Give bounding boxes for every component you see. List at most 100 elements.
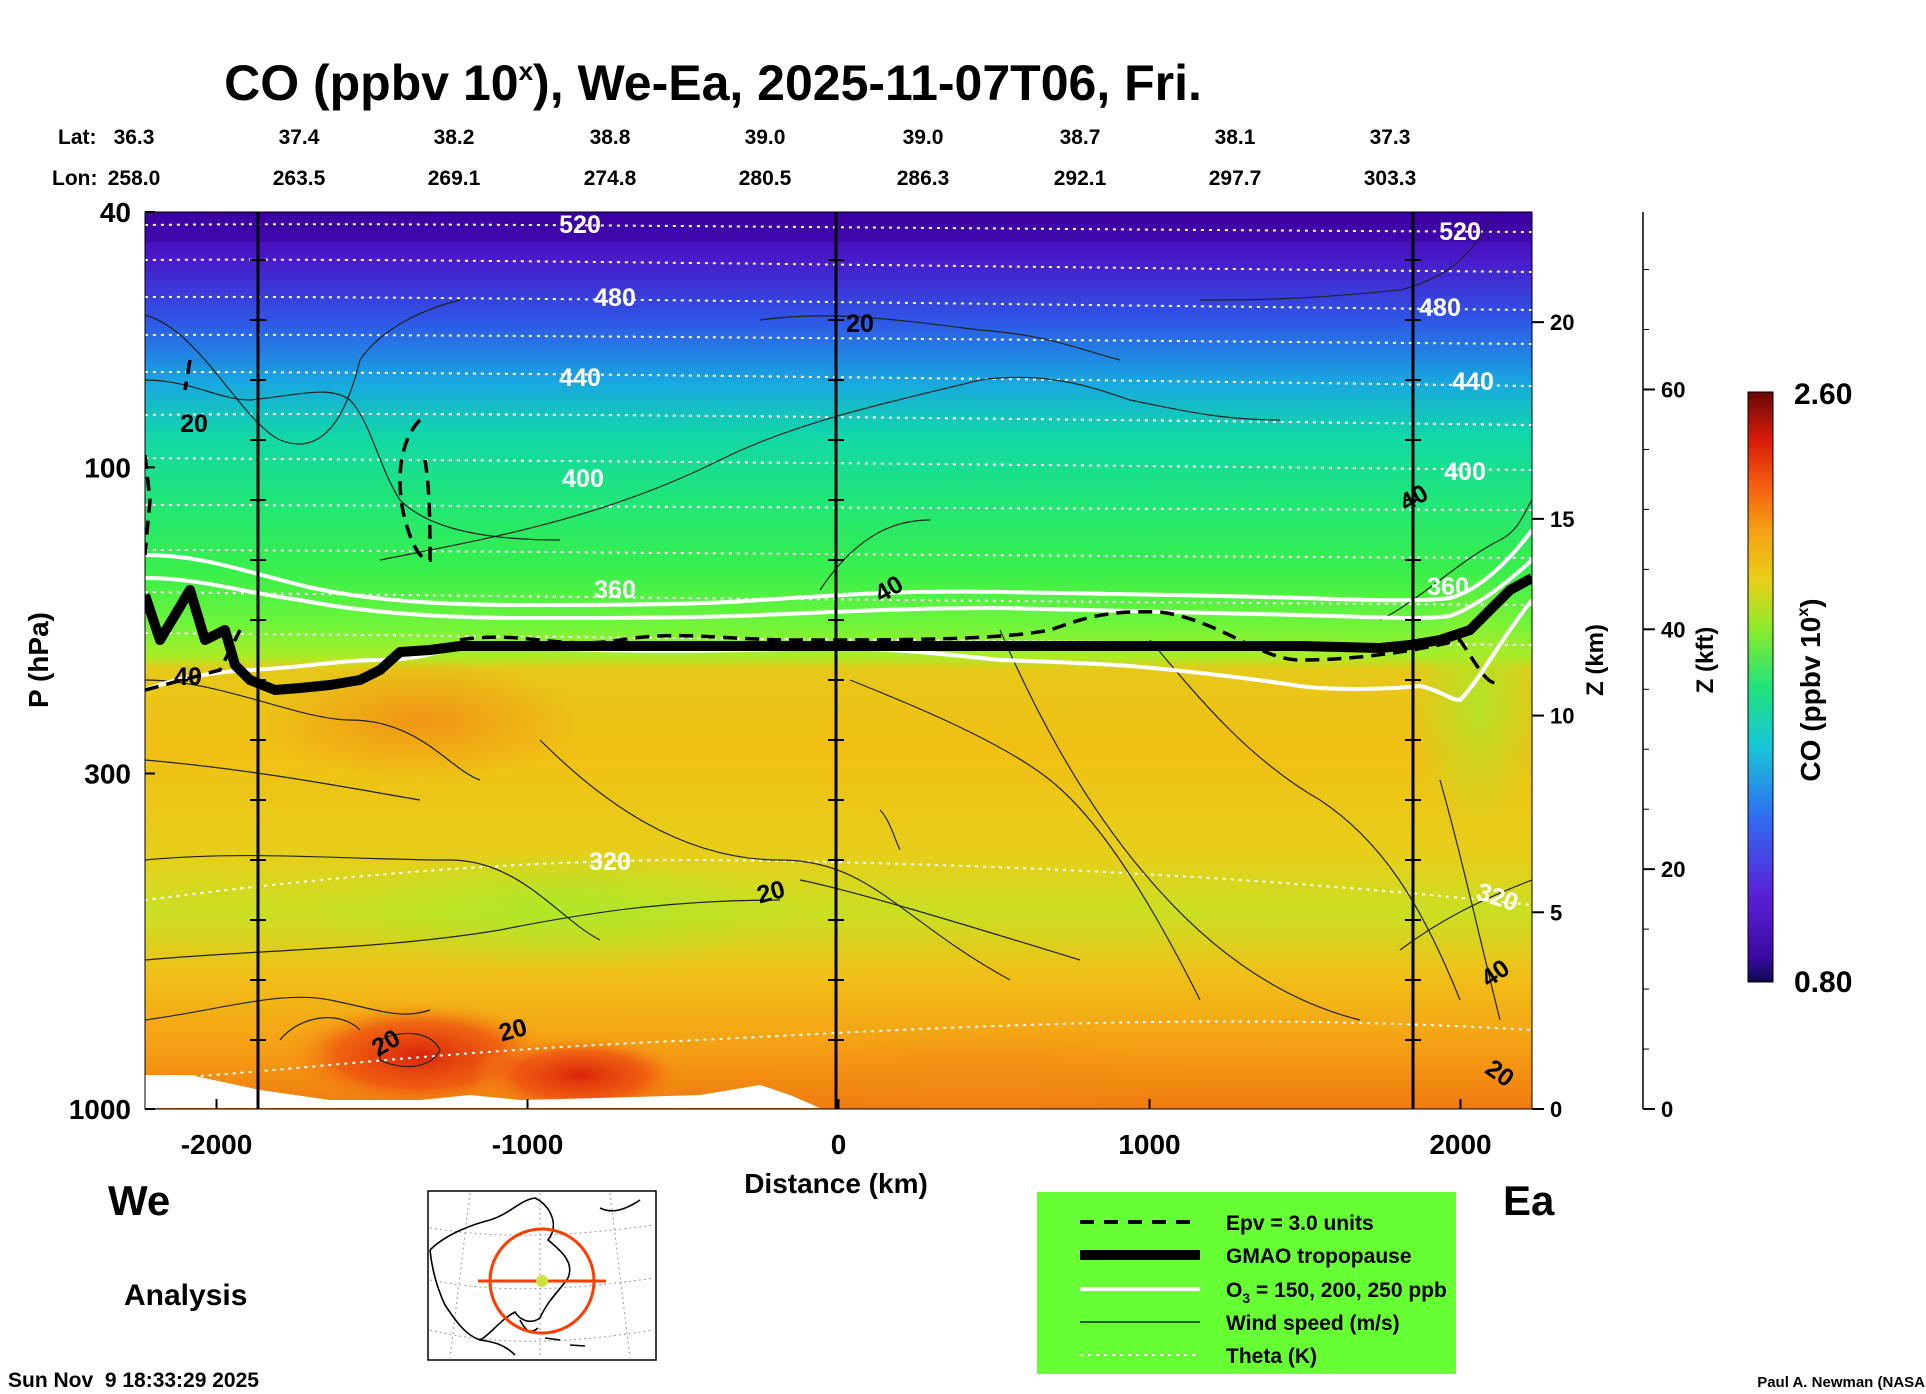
theta-label: 480 [1419,294,1461,322]
credit: Paul A. Newman (NASA [1757,1374,1925,1391]
lat-value: 39.0 [745,126,786,149]
lon-value: 303.3 [1364,167,1417,190]
lon-value: 274.8 [584,167,637,190]
colorbar: 2.60 0.80 CO (ppbv 10x) [1747,378,1852,999]
x-axis: -2000 -1000 0 1000 2000 [181,1099,1492,1160]
z-kft-tick-label: 0 [1661,1097,1673,1122]
x-axis-label: Distance (km) [744,1168,928,1199]
y-tick-label: 300 [84,758,131,789]
lon-label: Lon: [52,167,97,190]
colorbar-ramp [1747,391,1774,983]
lon-value: 286.3 [897,167,950,190]
legend-item-theta: Theta (K) [1226,1345,1317,1368]
co-hotspot-central [470,1035,690,1109]
west-label: We [108,1177,170,1224]
theta-label: 400 [562,465,604,493]
lat-value: 36.3 [114,126,155,149]
colorbar-label: CO (ppbv 10x) [1795,598,1826,781]
y-axis-label: P (hPa) [23,612,54,708]
timestamp: Sun Nov 9 18:33:29 2025 [8,1369,259,1392]
theta-label: 360 [594,576,636,604]
co-low-band [320,850,800,970]
title-main: CO (ppbv 10 [224,55,518,111]
y-tick-label: 100 [84,452,131,483]
wind-label: 20 [180,410,208,438]
legend-item-wind: Wind speed (m/s) [1226,1312,1400,1335]
x-tick-label: 1000 [1118,1129,1180,1160]
epv-contours [145,359,1502,692]
theta-label: 440 [559,364,601,392]
legend-ozone-values: = 150, 200, 250 ppb [1250,1279,1447,1302]
theta-label: 360 [1427,573,1469,601]
wind-label: 40 [174,663,202,691]
z-km-axis: 0 5 10 15 20 [1532,310,1574,1122]
gmao-tropopause-line [145,573,1532,695]
legend-item-epv: Epv = 3.0 units [1226,1212,1374,1235]
colorbar-min-label: 0.80 [1794,966,1852,999]
y-tick-label: 1000 [69,1094,131,1125]
theta-label: 520 [1439,218,1481,246]
legend-ozone-subscript: 3 [1242,1290,1250,1306]
z-km-tick-label: 20 [1550,310,1574,335]
title-superscript: x [519,56,534,86]
lat-value: 38.1 [1215,126,1256,149]
lon-value: 258.0 [108,167,161,190]
lat-value: 37.4 [279,126,320,149]
theta-contours [145,223,1532,1081]
z-kft-tick-label: 60 [1661,377,1685,402]
colorbar-label-end: ) [1795,598,1826,607]
co-low-east-edge [1410,570,1532,830]
lon-value: 280.5 [739,167,792,190]
co-warm-mid [260,660,580,780]
map-graticule [429,1192,655,1359]
terrain-mask [145,1075,820,1108]
theta-label: 400 [1444,458,1486,486]
chart-title: CO (ppbv 10x), We-Ea, 2025-11-07T06, Fri… [224,55,1202,111]
theta-label: 440 [1452,368,1494,396]
analysis-label: Analysis [124,1279,247,1312]
x-tick-label: 2000 [1429,1129,1491,1160]
z-kft-tick-label: 20 [1661,857,1685,882]
legend-ozone-symbol: O [1226,1279,1242,1302]
lat-value: 39.0 [903,126,944,149]
y-axis: 40 100 300 1000 [69,197,155,1125]
section-line-ticks [250,259,1421,1041]
theta-label: 480 [594,284,636,312]
legend-item-tropopause: GMAO tropopause [1226,1245,1412,1268]
lat-lon-values: 36.3 258.0 37.4 263.5 38.2 269.1 38.8 274.8 39.0… [108,126,1417,190]
z-km-axis-label: Z (km) [1582,624,1609,696]
map-center-marker [536,1275,548,1287]
lon-value: 292.1 [1054,167,1107,190]
z-km-tick-label: 5 [1550,900,1562,925]
z-kft-axis-label: Z (kft) [1692,627,1719,694]
section-vertical-lines [256,212,1415,1109]
wind-label: 20 [846,310,874,338]
lat-label: Lat: [58,126,97,149]
colorbar-label-main: CO (ppbv 10 [1795,617,1826,782]
plot-area: 520 480 440 400 360 320 520 480 440 400 … [145,211,1532,1109]
colorbar-label-superscript: x [1795,608,1812,617]
inset-map [427,1190,657,1361]
x-tick-label: -1000 [492,1129,564,1160]
lon-value: 263.5 [273,167,326,190]
legend-item-ozone: O3 = 150, 200, 250 ppb [1226,1279,1447,1306]
co-warm-east [760,1035,1200,1109]
z-kft-axis: 0 20 40 60 [1642,212,1685,1122]
lat-value: 38.2 [434,126,475,149]
z-km-tick-label: 15 [1550,507,1574,532]
x-tick-label: -2000 [181,1129,253,1160]
lat-value: 37.3 [1370,126,1411,149]
y-tick-label: 40 [100,197,131,228]
theta-label: 520 [559,211,601,239]
colorbar-max-label: 2.60 [1794,378,1852,411]
z-km-tick-label: 10 [1550,704,1574,729]
legend: Epv = 3.0 units GMAO tropopause O3 = 150… [1037,1192,1456,1374]
x-tick-label: 0 [831,1129,847,1160]
theta-label: 320 [589,848,631,876]
lat-value: 38.8 [590,126,631,149]
z-kft-tick-label: 40 [1661,617,1685,642]
lon-value: 269.1 [428,167,481,190]
lat-value: 38.7 [1060,126,1101,149]
lat-lon-header: Lat: Lon: [52,126,97,190]
